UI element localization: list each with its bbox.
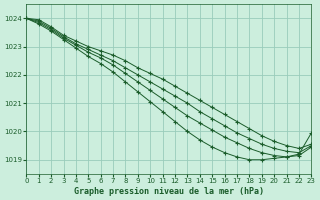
X-axis label: Graphe pression niveau de la mer (hPa): Graphe pression niveau de la mer (hPa) bbox=[74, 187, 264, 196]
